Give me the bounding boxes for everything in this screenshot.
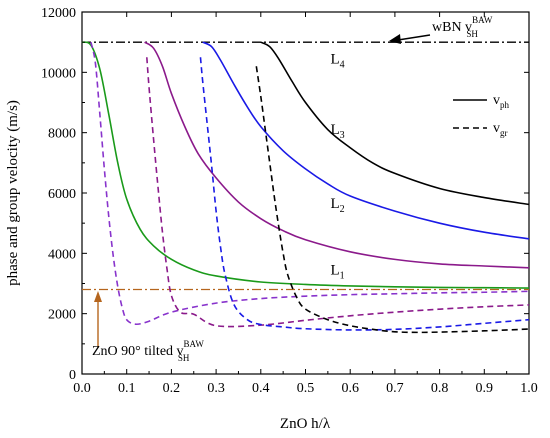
y-tick-label: 12000 [41, 6, 76, 21]
curve-label: L4 [330, 51, 344, 70]
series-l2-vph [144, 41, 530, 269]
legend-vgr-label: vgr [493, 121, 508, 138]
x-tick-label: 0.2 [163, 381, 181, 396]
y-axis-label: phase and group velocity (m/s) [5, 100, 21, 286]
x-tick-label: 0.8 [431, 381, 449, 396]
series-l3-vph [202, 41, 530, 240]
series-l2-vgr [146, 57, 530, 328]
x-tick-label: 1.0 [520, 381, 538, 396]
curve-labels: L1 L2 L3 L4 [330, 51, 344, 281]
x-tick-label: 0.5 [297, 381, 315, 396]
x-tick-label: 0.7 [386, 381, 404, 396]
legend: vph vgr [453, 93, 510, 138]
series-l1-vgr [90, 41, 530, 326]
series-l4-vph [260, 41, 530, 206]
curve-label: L2 [330, 196, 344, 215]
y-tick-label: 2000 [48, 308, 76, 323]
series-layer [81, 41, 530, 334]
legend-vph-label: vph [493, 93, 510, 110]
y-tick-label: 10000 [41, 66, 76, 81]
y-axis-ticks: 0 2000 4000 6000 8000 10000 12000 [41, 6, 529, 383]
zno-annotation: ZnO 90° tilted vBAW SH [92, 291, 204, 363]
x-axis-ticks: 0.0 0.1 0.2 0.3 0.4 0.5 0.6 0.7 0.8 0.9 1.0 [73, 12, 538, 396]
x-tick-label: 0.0 [73, 381, 91, 396]
zno-arrow-head [94, 291, 102, 302]
y-tick-label: 6000 [48, 187, 76, 202]
zno-label: ZnO 90° tilted vBAW SH [92, 339, 204, 363]
series-l4-vgr [255, 66, 530, 334]
x-tick-label: 0.3 [207, 381, 225, 396]
reference-lines [82, 41, 529, 291]
y-tick-label: 8000 [48, 127, 76, 142]
x-tick-label: 0.6 [341, 381, 359, 396]
wbn-annotation: wBN vBAW SH [389, 15, 493, 44]
wbn-arrow-line [397, 34, 431, 41]
series-l1-vph [81, 41, 530, 289]
wbn-arrow-head [389, 34, 401, 44]
curve-label: L1 [330, 262, 344, 281]
series-l3-vgr [199, 57, 530, 331]
x-axis-label: ZnO h/λ [280, 416, 331, 432]
x-tick-label: 0.4 [252, 381, 270, 396]
y-tick-label: 4000 [48, 247, 76, 262]
x-tick-label: 0.1 [118, 381, 136, 396]
y-tick-label: 0 [69, 368, 76, 383]
x-tick-label: 0.9 [476, 381, 494, 396]
wbn-label: wBN vBAW SH [432, 15, 493, 39]
curve-label: L3 [330, 122, 344, 141]
